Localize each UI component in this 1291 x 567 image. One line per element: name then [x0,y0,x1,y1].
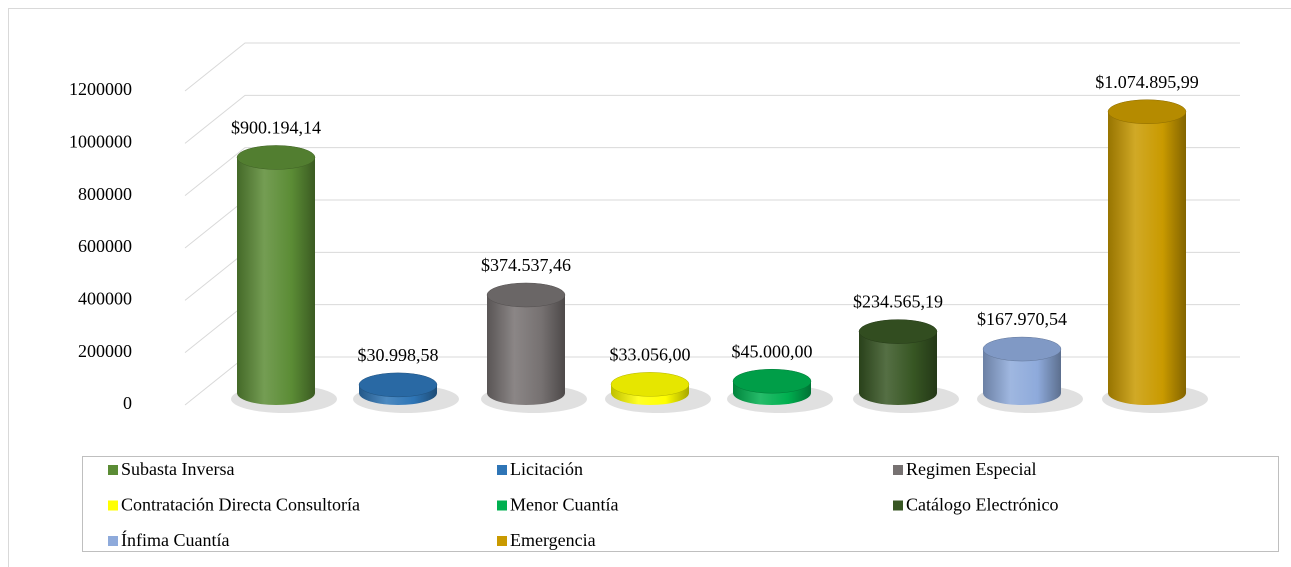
bar [858,319,938,405]
legend-label: Menor Cuantía [510,495,618,515]
grid-line [184,147,1240,197]
y-tick-label: 0 [123,393,132,413]
grid-line [184,199,1240,249]
bar-top [858,319,938,344]
y-tick-label: 1000000 [69,131,132,151]
data-label: $374.537,46 [481,255,571,275]
data-label: $900.194,14 [231,118,321,138]
bar-top [610,372,690,397]
bar-top [982,336,1062,362]
legend-swatch [108,465,118,475]
legend-swatch [108,500,118,511]
legend-label: Regimen Especial [906,459,1036,479]
y-tick-label: 400000 [78,288,132,308]
legend-swatch [893,465,903,475]
bar-body [859,331,937,405]
grid-line [184,251,1240,301]
legend-label: Catálogo Electrónico [906,495,1058,515]
data-label: $33.056,00 [610,344,691,364]
bar-top [732,368,812,394]
legend-label: Contratación Directa Consultoría [121,495,360,515]
bar-top [1107,99,1187,124]
y-tick-label: 1200000 [69,79,132,99]
legend-box [82,456,1279,552]
bar-top [358,372,438,398]
data-label: $30.998,58 [358,345,439,365]
bar [610,372,690,405]
grid-line [184,94,1240,144]
bar [982,336,1062,405]
legend-label: Emergencia [510,530,596,550]
bar [732,368,812,405]
grid-line [184,304,1240,354]
data-label: $1.074.895,99 [1095,72,1199,92]
legend-swatch [108,536,118,546]
legend-label: Ínfima Cuantía [121,529,229,550]
data-label: $167.970,54 [977,309,1067,329]
legend-swatch [497,500,507,511]
bar [358,372,438,405]
bar [1107,99,1187,406]
legend-swatch [893,500,903,511]
legend-swatch [497,465,507,475]
bar-body [983,349,1061,405]
bar-body [487,294,565,405]
data-label: $234.565,19 [853,292,943,312]
legend-swatch [497,536,507,546]
bar [236,145,316,405]
legend-label: Licitación [510,459,583,479]
y-tick-label: 600000 [78,236,132,256]
y-tick-label: 800000 [78,184,132,204]
bar-body [237,157,315,405]
bar-top [236,145,316,170]
legend-label: Subasta Inversa [121,459,234,479]
bar [486,282,566,405]
data-label: $45.000,00 [732,341,813,361]
chart-border [8,8,1291,567]
grid-line [184,42,1240,92]
y-tick-label: 200000 [78,341,132,361]
bar-top [486,282,566,308]
bar-body [1108,111,1186,406]
